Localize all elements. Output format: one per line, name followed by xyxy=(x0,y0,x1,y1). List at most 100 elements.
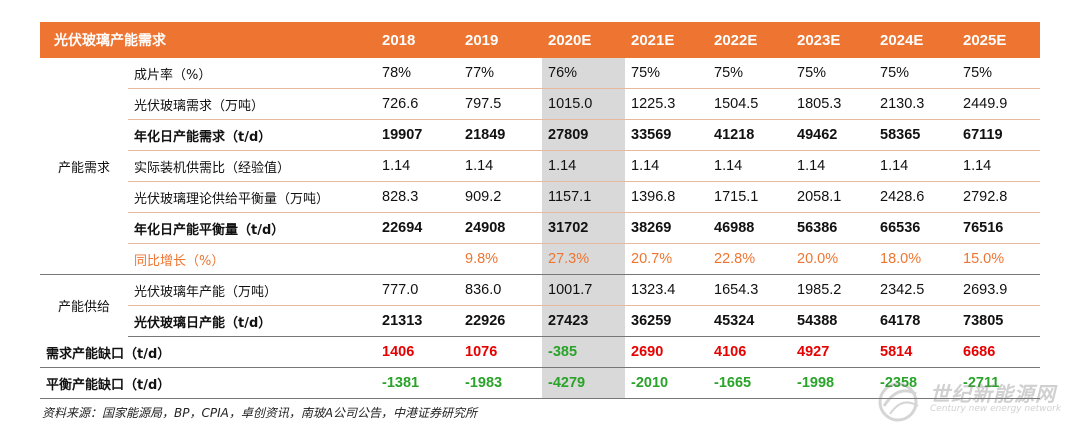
table-cell: 1.14 xyxy=(708,150,791,182)
table-cell: 21313 xyxy=(376,305,459,337)
table-cell: 22.8% xyxy=(708,243,791,275)
table-cell: 828.3 xyxy=(376,181,459,213)
table-cell: -2010 xyxy=(625,367,708,399)
table-cell: 2792.8 xyxy=(957,181,1040,213)
year-header: 2018 xyxy=(376,22,459,58)
table-cell: 75% xyxy=(791,58,874,89)
table-cell: 4106 xyxy=(708,336,791,368)
table-cell: 2449.9 xyxy=(957,88,1040,120)
year-header: 2025E xyxy=(957,22,1040,58)
table-cell: 836.0 xyxy=(459,274,542,306)
table-cell: 1.14 xyxy=(459,150,542,182)
table-cell: 1001.7 xyxy=(542,274,625,306)
capacity-demand-table: 光伏玻璃产能需求 2018 2019 2020E 2021E 2022E 202… xyxy=(40,22,1040,399)
table-cell: -385 xyxy=(542,336,625,368)
table-cell: 1.14 xyxy=(791,150,874,182)
table-cell: 2058.1 xyxy=(791,181,874,213)
table-cell: 1.14 xyxy=(542,150,625,182)
table-cell: 1396.8 xyxy=(625,181,708,213)
table-cell: -2358 xyxy=(874,367,957,399)
table-cell: -1998 xyxy=(791,367,874,399)
table-cell: 58365 xyxy=(874,119,957,151)
table-cell: 1985.2 xyxy=(791,274,874,306)
table-cell: 27.3% xyxy=(542,243,625,275)
table-cell: 1.14 xyxy=(625,150,708,182)
table-row: 光伏玻璃需求（万吨） 726.6 797.5 1015.0 1225.3 1504.5 18… xyxy=(40,88,1040,120)
table-cell: 1654.3 xyxy=(708,274,791,306)
table-cell: 56386 xyxy=(791,212,874,244)
table-row: 实际装机供需比（经验值） 1.14 1.14 1.14 1.14 1.14 1.14 1.14… xyxy=(40,150,1040,182)
row-label: 光伏玻璃年产能（万吨） xyxy=(128,274,376,306)
table-cell: 75% xyxy=(708,58,791,89)
table-cell: 5814 xyxy=(874,336,957,368)
table-cell: 2693.9 xyxy=(957,274,1040,306)
table-cell: 2690 xyxy=(625,336,708,368)
row-label: 实际装机供需比（经验值） xyxy=(128,150,376,182)
table-cell: 1.14 xyxy=(874,150,957,182)
table-cell: 31702 xyxy=(542,212,625,244)
table-row: 产能需求 成片率（%） 78% 77% 76% 75% 75% 75% 75% 75% xyxy=(40,58,1040,275)
source-note: 资料来源：国家能源局，BP，CPIA，卓创资讯，南玻A公司公告，中港证券研究所 xyxy=(42,406,478,420)
table-cell: -2711 xyxy=(957,367,1040,399)
table-row: 需求产能缺口（t/d） 1406 1076 -385 2690 4106 4927 5814 6… xyxy=(40,336,1040,368)
table-row: 同比增长（%） 9.8% 27.3% 20.7% 22.8% 20.0% 18.0% 15.0… xyxy=(40,243,1040,275)
table-row: 年化日产能需求（t/d） 19907 21849 27809 33569 41218 494… xyxy=(40,119,1040,151)
table-cell: 1323.4 xyxy=(625,274,708,306)
watermark-logo-icon xyxy=(878,382,919,422)
year-header: 2023E xyxy=(791,22,874,58)
table-cell: 4927 xyxy=(791,336,874,368)
row-label: 光伏玻璃理论供给平衡量（万吨） xyxy=(128,181,376,213)
watermark-cn: 世纪新能源网 xyxy=(930,382,1056,406)
group-label-supply: 产能供给 xyxy=(57,300,110,316)
table-cell: 76516 xyxy=(957,212,1040,244)
table-cell: 24908 xyxy=(459,212,542,244)
watermark: 世纪新能源网 Century new energy network xyxy=(872,376,1072,426)
table-cell: 54388 xyxy=(791,305,874,337)
table-cell: 76% xyxy=(542,58,625,89)
table-cell: 1225.3 xyxy=(625,88,708,120)
table-cell: 18.0% xyxy=(874,243,957,275)
table-cell: 2130.3 xyxy=(874,88,957,120)
table-cell: 2342.5 xyxy=(874,274,957,306)
table-cell: 777.0 xyxy=(376,274,459,306)
table-cell: 1.14 xyxy=(957,150,1040,182)
table-header-row: 光伏玻璃产能需求 2018 2019 2020E 2021E 2022E 202… xyxy=(40,22,1040,58)
table-cell: -1381 xyxy=(376,367,459,399)
table-cell: 45324 xyxy=(708,305,791,337)
table-row: 年化日产能平衡量（t/d） 22694 24908 31702 38269 46988 56… xyxy=(40,212,1040,244)
table-row: 光伏玻璃理论供给平衡量（万吨） 828.3 909.2 1157.1 1396.8 171… xyxy=(40,181,1040,213)
row-label: 成片率（%） xyxy=(128,58,376,89)
table-cell: 6686 xyxy=(957,336,1040,368)
watermark-en: Century new energy network xyxy=(930,404,1062,414)
table-cell: 22926 xyxy=(459,305,542,337)
table-cell: 1715.1 xyxy=(708,181,791,213)
table-cell: 15.0% xyxy=(957,243,1040,275)
table-cell: 73805 xyxy=(957,305,1040,337)
table-cell: 27809 xyxy=(542,119,625,151)
table-cell: 20.7% xyxy=(625,243,708,275)
row-label: 光伏玻璃需求（万吨） xyxy=(128,88,376,120)
table-cell: -4279 xyxy=(542,367,625,399)
table-cell: 726.6 xyxy=(376,88,459,120)
table-cell: 78% xyxy=(376,58,459,89)
table-cell: 36259 xyxy=(625,305,708,337)
table-cell: 1157.1 xyxy=(542,181,625,213)
table-cell: 27423 xyxy=(542,305,625,337)
table-cell: 797.5 xyxy=(459,88,542,120)
table-cell: 77% xyxy=(459,58,542,89)
table-cell: 1805.3 xyxy=(791,88,874,120)
table-cell: 9.8% xyxy=(459,243,542,275)
table-cell: 49462 xyxy=(791,119,874,151)
table-cell: 75% xyxy=(625,58,708,89)
row-label: 需求产能缺口（t/d） xyxy=(40,336,376,368)
table-cell: 909.2 xyxy=(459,181,542,213)
year-header: 2019 xyxy=(459,22,542,58)
table-cell: 21849 xyxy=(459,119,542,151)
year-header: 2022E xyxy=(708,22,791,58)
row-label: 年化日产能需求（t/d） xyxy=(128,119,376,151)
table-cell: 66536 xyxy=(874,212,957,244)
row-label: 同比增长（%） xyxy=(128,243,376,275)
table-cell: 67119 xyxy=(957,119,1040,151)
table-cell: -1665 xyxy=(708,367,791,399)
table-cell: 1406 xyxy=(376,336,459,368)
